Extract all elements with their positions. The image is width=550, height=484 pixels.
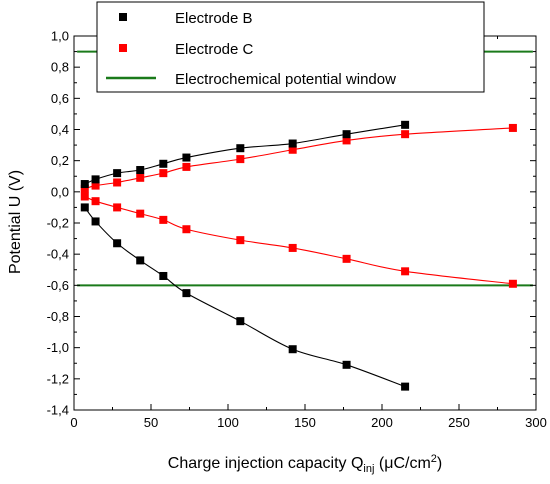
- electrode-b-data-point: [113, 169, 122, 178]
- y-tick-label: -1,4: [47, 403, 69, 418]
- electrode-c-data-point: [508, 123, 517, 132]
- x-axis-title-unit-open: (: [374, 455, 384, 472]
- y-tick-label: 0,0: [51, 184, 69, 199]
- electrode-b-data-point: [113, 239, 122, 248]
- electrode-c-data-point: [288, 243, 297, 252]
- y-tick-label: 0,8: [51, 60, 69, 75]
- electrode-b-data-point: [136, 256, 145, 265]
- electrode-b-data-point: [288, 139, 297, 148]
- legend-label-electrode-c: Electrode C: [175, 41, 254, 58]
- electrode-c-data-point: [401, 130, 410, 139]
- x-axis-title: Charge injection capacity Qinj (μC/cm2): [168, 453, 442, 475]
- legend: Electrode B Electrode C Electrochemical …: [96, 1, 485, 93]
- y-tick-label: 1,0: [51, 29, 69, 44]
- plot-series: [77, 50, 533, 391]
- electrode-b-data-point: [91, 217, 100, 226]
- electrode-c-data-point: [136, 209, 145, 218]
- electrode-c-data-point: [182, 225, 191, 234]
- electrode-c-fit-line-anodic: [84, 127, 513, 190]
- legend-label-potential-window: Electrochemical potential window: [175, 71, 396, 88]
- electrode-c-data-point: [342, 254, 351, 263]
- electrode-b-data-point: [401, 120, 410, 129]
- y-tick-label: -0,2: [47, 216, 69, 231]
- electrode-c-data-point: [401, 267, 410, 276]
- y-tick-label: -0,6: [47, 278, 69, 293]
- electrode-c-data-point: [113, 178, 122, 187]
- electrode-b-data-point: [288, 345, 297, 354]
- y-tick-label: 0,4: [51, 122, 69, 137]
- electrode-b-data-point: [236, 317, 245, 326]
- x-tick-label: 50: [144, 415, 158, 430]
- x-tick-label: 100: [217, 415, 239, 430]
- electrode-b-data-point: [182, 289, 191, 298]
- electrode-c-data-point: [288, 145, 297, 154]
- y-tick-label: -1,0: [47, 340, 69, 355]
- electrode-b-fit-line-cathodic: [84, 207, 406, 388]
- x-axis-title-subscript: inj: [363, 463, 374, 475]
- x-axis-title-unit-superscript: 2: [431, 453, 437, 465]
- legend-marker-electrode-b: [119, 13, 127, 21]
- electrode-c-data-point: [159, 169, 168, 178]
- x-tick-label: 200: [371, 415, 393, 430]
- electrode-b-data-point: [342, 130, 351, 139]
- electrode-c-data-point: [342, 136, 351, 145]
- electrode-c-data-point: [236, 236, 245, 245]
- x-axis-title-main: Charge injection capacity Q: [168, 455, 364, 472]
- y-tick-label: -0,4: [47, 247, 69, 262]
- x-tick-label: 150: [294, 415, 316, 430]
- electrode-b-data-point: [80, 180, 89, 189]
- x-axis-title-unit-rest: C/cm: [393, 455, 430, 472]
- electrode-b-data-point: [159, 271, 168, 280]
- y-tick-label: 0,6: [51, 91, 69, 106]
- legend-box: [96, 1, 485, 93]
- electrode-c-data-point: [136, 173, 145, 182]
- electrode-c-data-point: [80, 192, 89, 201]
- electrode-c-data-point: [80, 184, 89, 193]
- electrode-c-data-point: [91, 197, 100, 206]
- electrode-c-fit-line-cathodic: [84, 196, 513, 285]
- x-tick-label: 250: [448, 415, 470, 430]
- x-axis-title-unit-close: ): [437, 455, 442, 472]
- electrode-c-data-point: [159, 215, 168, 224]
- y-axis-title: Potential U (V): [7, 170, 24, 274]
- electrode-b-data-point: [342, 360, 351, 369]
- electrode-b-data-point: [401, 382, 410, 391]
- electrode-b-data-point: [136, 166, 145, 175]
- electrode-c-data-point: [113, 203, 122, 212]
- legend-label-electrode-b: Electrode B: [175, 10, 253, 27]
- electrode-b-fit-line-anodic: [84, 124, 406, 185]
- electrode-b-data-point: [182, 153, 191, 162]
- x-axis-title-unit-mu: μ: [384, 455, 393, 472]
- legend-marker-electrode-c: [119, 44, 127, 52]
- y-tick-label: -0,8: [47, 309, 69, 324]
- y-tick-label: -1,2: [47, 371, 69, 386]
- x-tick-label: 0: [70, 415, 77, 430]
- electrode-b-data-point: [91, 175, 100, 184]
- electrode-b-data-point: [80, 203, 89, 212]
- electrode-c-data-point: [236, 155, 245, 164]
- electrode-c-data-point: [182, 162, 191, 171]
- electrode-b-data-point: [159, 159, 168, 168]
- y-tick-label: 0,2: [51, 153, 69, 168]
- electrode-c-data-point: [91, 181, 100, 190]
- electrode-c-data-point: [508, 279, 517, 288]
- electrode-b-data-point: [236, 144, 245, 153]
- x-tick-label: 300: [525, 415, 547, 430]
- axis-ticks: 0 50 100 150 200 250 300 -1,4 -1,2 -1,0 -0,8 -0,6 -0…: [47, 29, 547, 431]
